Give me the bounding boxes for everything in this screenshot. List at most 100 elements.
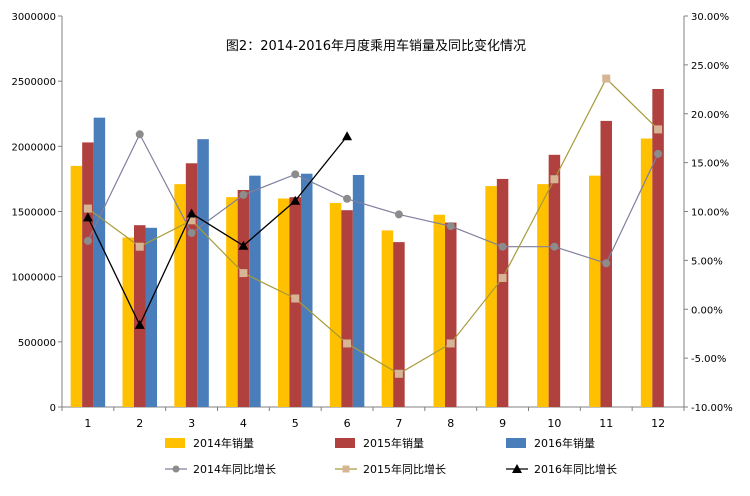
x-tick-label: 2	[136, 417, 143, 430]
bar	[589, 175, 601, 407]
right-tick-label: 20.00%	[691, 110, 729, 121]
point	[239, 269, 248, 278]
bar	[145, 227, 157, 407]
bar	[341, 210, 353, 407]
point	[187, 229, 196, 238]
right-tick-label: 10.00%	[691, 208, 729, 219]
right-tick-label: -5.00%	[691, 354, 726, 365]
bar	[393, 242, 405, 407]
x-tick-label: 3	[188, 417, 195, 430]
legend-swatch	[335, 438, 355, 448]
right-tick-label: 30.00%	[691, 12, 729, 23]
bar	[301, 173, 313, 407]
series-line	[87, 132, 659, 265]
series-line	[87, 135, 348, 327]
point	[654, 149, 663, 158]
bars	[70, 88, 664, 408]
point	[602, 74, 611, 83]
point	[135, 130, 144, 139]
legend-swatch	[506, 438, 526, 448]
bar	[174, 184, 186, 407]
bar	[640, 138, 653, 407]
x-tick-label: 6	[344, 417, 351, 430]
legend-marker	[172, 465, 180, 473]
legend-label: 2015年同比增长	[363, 462, 446, 476]
point	[186, 208, 197, 218]
point	[83, 236, 92, 245]
point	[239, 190, 248, 199]
x-tick-label: 10	[547, 417, 561, 430]
bar	[433, 214, 445, 407]
bar	[93, 117, 106, 407]
point	[343, 339, 352, 348]
left-tick-label: 1500000	[11, 208, 56, 219]
point	[135, 242, 144, 251]
x-tick-label: 7	[395, 417, 402, 430]
point	[342, 131, 353, 141]
bar	[70, 165, 83, 407]
x-tick-label: 5	[292, 417, 299, 430]
point	[498, 242, 507, 251]
x-tick-label: 9	[499, 417, 506, 430]
point	[291, 170, 300, 179]
legend-marker	[342, 465, 350, 473]
legend: 2014年销量 2015年销量 2016年销量 2014年同比增长 2015年同比增长 2…	[165, 436, 617, 476]
bar	[329, 203, 342, 407]
left-tick-label: 0	[50, 403, 56, 414]
point	[290, 195, 301, 205]
point	[446, 339, 455, 348]
bar	[122, 237, 134, 407]
right-tick-label: 15.00%	[691, 159, 729, 170]
point	[446, 222, 455, 231]
left-tick-label: 2500000	[11, 77, 56, 88]
bar	[134, 225, 146, 407]
bar	[352, 175, 365, 407]
bar	[197, 139, 209, 408]
bar	[82, 142, 94, 407]
bar	[237, 189, 250, 407]
point	[654, 125, 663, 134]
bar	[537, 184, 549, 407]
point	[187, 216, 196, 225]
x-tick-label: 4	[240, 417, 247, 430]
left-tick-label: 1000000	[11, 273, 56, 284]
bar	[496, 178, 509, 407]
point	[394, 369, 403, 378]
point	[238, 240, 249, 250]
point	[498, 273, 507, 282]
bar	[381, 230, 394, 407]
bar	[485, 186, 497, 407]
point	[343, 194, 352, 203]
bar	[226, 197, 238, 407]
x-tick-label: 12	[651, 417, 665, 430]
bar	[652, 88, 664, 407]
x-tick-label: 11	[599, 417, 613, 430]
bar	[278, 198, 290, 407]
bar	[249, 175, 261, 407]
x-tick-label: 8	[447, 417, 454, 430]
point	[291, 294, 300, 303]
right-tick-label: -10.00%	[691, 403, 733, 414]
bar	[185, 163, 198, 407]
point	[83, 204, 92, 213]
point	[134, 319, 145, 329]
right-tick-label: 25.00%	[691, 61, 729, 72]
right-tick-label: 5.00%	[691, 256, 723, 267]
bar	[445, 222, 457, 407]
legend-swatch	[165, 438, 185, 448]
axes: 0 500000 1000000 1500000 2000000 2500000 30000…	[11, 12, 732, 430]
legend-label: 2014年销量	[193, 436, 254, 450]
x-tick-label: 1	[84, 417, 91, 430]
series-line	[87, 77, 659, 375]
legend-label: 2016年销量	[534, 436, 595, 450]
legend-label: 2014年同比增长	[193, 462, 276, 476]
left-tick-label: 2000000	[11, 142, 56, 153]
legend-label: 2016年同比增长	[534, 462, 617, 476]
legend-marker	[512, 464, 522, 473]
left-tick-label: 500000	[18, 338, 56, 349]
right-tick-label: 0.00%	[691, 305, 723, 316]
legend-label: 2015年销量	[363, 436, 424, 450]
point	[550, 242, 559, 251]
